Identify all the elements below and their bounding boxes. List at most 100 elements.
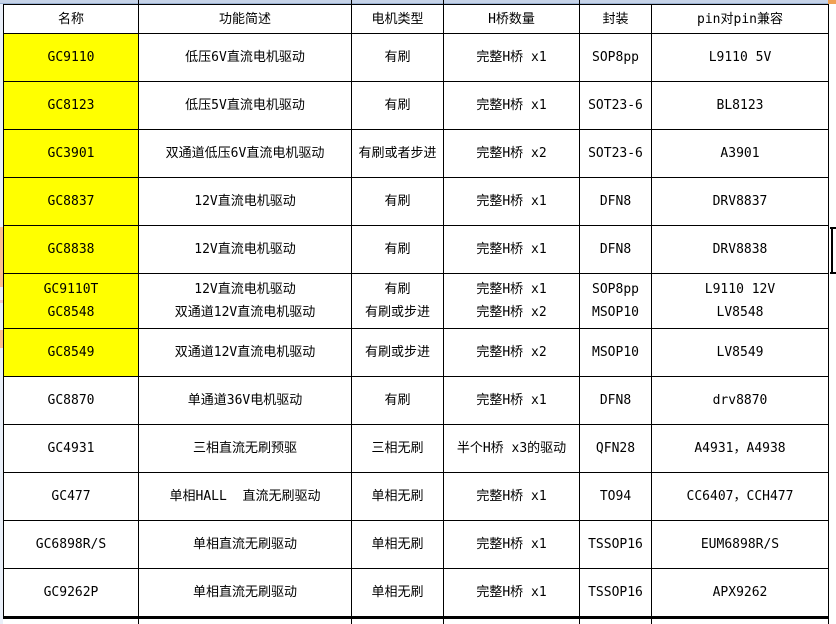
- cell-pin[interactable]: EUM6898R/S: [652, 521, 829, 569]
- cell-name[interactable]: GC8870: [4, 377, 139, 425]
- cell-motor[interactable]: 单相无刷: [352, 521, 444, 569]
- cell-text: 12V直流电机驱动: [194, 242, 296, 257]
- header-label: pin对pin兼容: [697, 11, 783, 27]
- cell-text: 有刷: [384, 282, 411, 297]
- cell-pin[interactable]: APX9262: [652, 569, 829, 617]
- cell-desc[interactable]: 三相直流无刷预驱: [139, 425, 352, 473]
- header-name[interactable]: 名称: [4, 5, 139, 34]
- cell-text: TO94: [599, 489, 632, 504]
- table-row: GC477 单相HALL 直流无刷驱动 单相无刷 完整H桥 x1 TO94 CC6407，…: [4, 473, 829, 521]
- cell-desc[interactable]: 单相直流无刷驱动: [139, 569, 352, 617]
- cell-motor[interactable]: 有刷: [352, 34, 444, 82]
- header-package[interactable]: 封装: [580, 5, 652, 34]
- cell-package[interactable]: TSSOP16: [580, 521, 652, 569]
- cell-text: QFN28: [595, 441, 636, 456]
- cell-text: SOP8pp: [592, 50, 639, 65]
- cell-name[interactable]: GC9110T GC8548: [4, 274, 139, 329]
- cell-name[interactable]: GC6898R/S: [4, 521, 139, 569]
- cell-name[interactable]: GC9110: [4, 34, 139, 82]
- cell-bridge[interactable]: 完整H桥 x1: [444, 82, 580, 130]
- table-row: GC8838 12V直流电机驱动 有刷 完整H桥 x1 DFN8 DRV8838: [4, 226, 829, 274]
- cell-bridge[interactable]: 完整H桥 x1: [444, 473, 580, 521]
- cell-pin[interactable]: DRV8838: [652, 226, 829, 274]
- cell-bridge[interactable]: 半个H桥 x3的驱动: [444, 425, 580, 473]
- cell-package[interactable]: SOT23-6: [580, 130, 652, 178]
- cell-desc[interactable]: 12V直流电机驱动: [139, 178, 352, 226]
- column-border-stub: [579, 619, 580, 624]
- cell-bridge[interactable]: 完整H桥 x1: [444, 226, 580, 274]
- cell-pin[interactable]: drv8870: [652, 377, 829, 425]
- cell-pin[interactable]: BL8123: [652, 82, 829, 130]
- cell-motor[interactable]: 单相无刷: [352, 473, 444, 521]
- header-motor[interactable]: 电机类型: [352, 5, 444, 34]
- cell-pin[interactable]: L9110 5V: [652, 34, 829, 82]
- cell-package[interactable]: QFN28: [580, 425, 652, 473]
- cell-pin[interactable]: LV8549: [652, 329, 829, 377]
- cell-bridge[interactable]: 完整H桥 x1: [444, 521, 580, 569]
- cell-bridge[interactable]: 完整H桥 x1: [444, 569, 580, 617]
- cell-motor[interactable]: 有刷: [352, 377, 444, 425]
- cell-desc[interactable]: 单通道36V电机驱动: [139, 377, 352, 425]
- cell-desc[interactable]: 低压6V直流电机驱动: [139, 34, 352, 82]
- cell-text: 双通道12V直流电机驱动: [174, 345, 316, 360]
- cell-desc[interactable]: 12V直流电机驱动: [139, 226, 352, 274]
- cell-pin[interactable]: A4931，A4938: [652, 425, 829, 473]
- cell-text: DFN8: [599, 393, 632, 408]
- cell-motor[interactable]: 有刷: [352, 82, 444, 130]
- cell-pin[interactable]: CC6407，CCH477: [652, 473, 829, 521]
- cell-desc[interactable]: 12V直流电机驱动 双通道12V直流电机驱动: [139, 274, 352, 329]
- cell-package[interactable]: MSOP10: [580, 329, 652, 377]
- cell-text: 有刷或者步进: [358, 146, 437, 161]
- header-desc[interactable]: 功能简述: [139, 5, 352, 34]
- cell-motor[interactable]: 有刷或者步进: [352, 130, 444, 178]
- cell-motor[interactable]: 三相无刷: [352, 425, 444, 473]
- cell-motor[interactable]: 有刷: [352, 178, 444, 226]
- cell-motor[interactable]: 单相无刷: [352, 569, 444, 617]
- cell-bridge[interactable]: 完整H桥 x1: [444, 377, 580, 425]
- cell-package[interactable]: DFN8: [580, 226, 652, 274]
- cell-desc[interactable]: 单相HALL 直流无刷驱动: [139, 473, 352, 521]
- cell-desc[interactable]: 双通道低压6V直流电机驱动: [139, 130, 352, 178]
- cell-name[interactable]: GC477: [4, 473, 139, 521]
- sliver-orange-segment: [0, 330, 3, 348]
- cell-text: LV8549: [716, 345, 764, 360]
- table-row: GC8837 12V直流电机驱动 有刷 完整H桥 x1 DFN8 DRV8837: [4, 178, 829, 226]
- cell-motor[interactable]: 有刷 有刷或步进: [352, 274, 444, 329]
- cell-pin[interactable]: A3901: [652, 130, 829, 178]
- cell-bridge[interactable]: 完整H桥 x1: [444, 178, 580, 226]
- cell-name[interactable]: GC8123: [4, 82, 139, 130]
- header-bridge[interactable]: H桥数量: [444, 5, 580, 34]
- cell-name[interactable]: GC8549: [4, 329, 139, 377]
- cell-package[interactable]: TSSOP16: [580, 569, 652, 617]
- cell-text: 三相直流无刷预驱: [192, 441, 297, 456]
- cell-name[interactable]: GC9262P: [4, 569, 139, 617]
- cell-name[interactable]: GC3901: [4, 130, 139, 178]
- cell-pin[interactable]: DRV8837: [652, 178, 829, 226]
- cell-package[interactable]: DFN8: [580, 178, 652, 226]
- cell-desc[interactable]: 单相直流无刷驱动: [139, 521, 352, 569]
- cell-pin[interactable]: L9110 12V LV8548: [652, 274, 829, 329]
- cell-name[interactable]: GC8837: [4, 178, 139, 226]
- cell-package[interactable]: SOP8pp: [580, 34, 652, 82]
- cell-bridge[interactable]: 完整H桥 x1 完整H桥 x2: [444, 274, 580, 329]
- cell-package[interactable]: SOT23-6: [580, 82, 652, 130]
- cell-text: 有刷或步进: [364, 305, 430, 320]
- cell-motor[interactable]: 有刷或步进: [352, 329, 444, 377]
- table-bottom-border: [3, 617, 829, 619]
- cell-name[interactable]: GC4931: [4, 425, 139, 473]
- cell-desc[interactable]: 低压5V直流电机驱动: [139, 82, 352, 130]
- cell-bridge[interactable]: 完整H桥 x2: [444, 329, 580, 377]
- table-row: GC8549 双通道12V直流电机驱动 有刷或步进 完整H桥 x2 MSOP10 LV85…: [4, 329, 829, 377]
- cell-package[interactable]: DFN8: [580, 377, 652, 425]
- cell-text: 单相无刷: [371, 489, 424, 504]
- header-pin[interactable]: pin对pin兼容: [652, 5, 829, 34]
- cell-bridge[interactable]: 完整H桥 x2: [444, 130, 580, 178]
- cell-bridge[interactable]: 完整H桥 x1: [444, 34, 580, 82]
- cell-motor[interactable]: 有刷: [352, 226, 444, 274]
- cell-desc[interactable]: 双通道12V直流电机驱动: [139, 329, 352, 377]
- cell-package[interactable]: TO94: [580, 473, 652, 521]
- table-row: GC9110T GC8548 12V直流电机驱动 双通道12V直流电机驱动 有刷 有刷或步…: [4, 274, 829, 329]
- cell-name[interactable]: GC8838: [4, 226, 139, 274]
- cell-package[interactable]: SOP8pp MSOP10: [580, 274, 652, 329]
- cell-text: 低压5V直流电机驱动: [185, 98, 305, 113]
